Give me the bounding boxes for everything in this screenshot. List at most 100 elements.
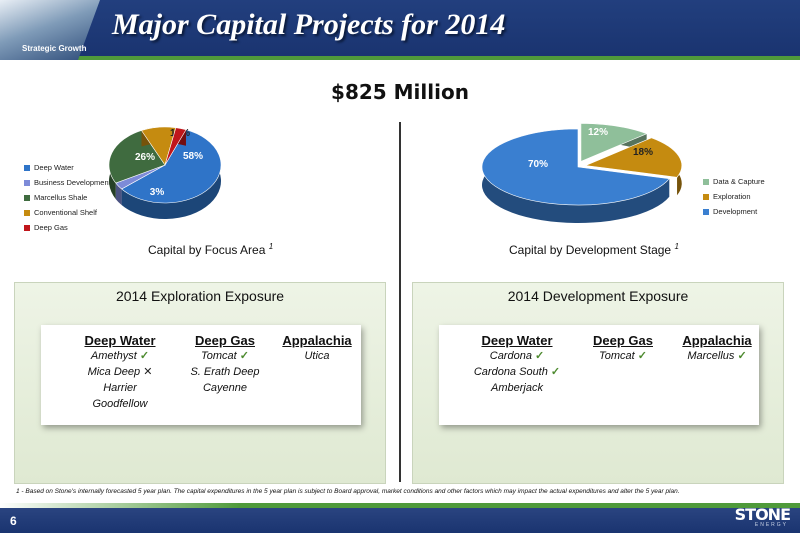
- page-number: 6: [10, 514, 17, 528]
- project-item: Goodfellow: [65, 396, 175, 412]
- focus-area-pie-chart: 58%3%26%10%3%: [108, 123, 222, 219]
- column-heading: Appalachia: [282, 333, 352, 348]
- project-item: Marcellus ✓: [675, 348, 759, 364]
- project-item: Utica: [277, 348, 357, 364]
- header-bar: [0, 0, 800, 56]
- pie-label: 18%: [633, 147, 653, 158]
- project-name: Cayenne: [202, 382, 248, 394]
- project-name: Amberjack: [491, 382, 543, 394]
- project-item: S. Erath Deep: [175, 364, 275, 380]
- legend-swatch: [24, 164, 30, 171]
- project-name: Mica Deep: [87, 366, 141, 378]
- focus-area-caption: Capital by Focus Area 1: [148, 242, 273, 257]
- project-item: Tomcat ✓: [175, 348, 275, 364]
- pie-label: 70%: [528, 159, 548, 170]
- project-item: Cayenne: [175, 380, 275, 396]
- pie-slice-top: [164, 127, 187, 166]
- focus-area-legend: Deep Water Business Development Marcellus …: [24, 160, 111, 235]
- legend-entry: Deep Water: [24, 160, 111, 175]
- pie-slice-top: [121, 129, 222, 204]
- vertical-divider: [399, 122, 401, 482]
- check-icon: ✓: [236, 350, 249, 362]
- project-item: Tomcat ✓: [573, 348, 673, 364]
- development-stage-caption: Capital by Development Stage 1: [509, 242, 679, 257]
- column-heading: Deep Water: [481, 333, 553, 348]
- pie-slice-data-capture: [580, 123, 648, 162]
- exposure-column-appalachia: Appalachia Marcellus ✓: [675, 333, 759, 364]
- legend-label: Data & Capture: [713, 177, 765, 186]
- stone-energy-logo: STONE: [734, 505, 791, 524]
- project-name: Harrier: [103, 382, 137, 394]
- legend-entry: Exploration: [703, 189, 765, 204]
- pie-slice-deep-gas: [164, 127, 187, 166]
- project-item: Amethyst ✓: [65, 348, 175, 364]
- pie-slice-top: [580, 123, 648, 162]
- project-name: S. Erath Deep: [190, 366, 260, 378]
- legend-label: Development: [713, 207, 758, 216]
- total-capital: $825 Million: [331, 80, 469, 104]
- footer-stripe: [0, 503, 800, 509]
- development-box: Deep Water Cardona ✓ Cardona South ✓ Amberj…: [439, 325, 759, 425]
- exposure-column-deep-gas: Deep Gas Tomcat ✓: [573, 333, 673, 364]
- development-stage-pie-chart: 12% 18% 70%: [481, 123, 683, 223]
- footnote: 1 - Based on Stone's internally forecast…: [16, 488, 680, 495]
- exposure-column-deep-water: Deep Water Cardona ✓ Cardona South ✓ Amberj…: [461, 333, 573, 396]
- check-icon: ✓: [531, 350, 545, 362]
- legend-swatch: [703, 178, 709, 185]
- footer-bar: [0, 508, 800, 533]
- check-icon: ✓: [136, 350, 150, 362]
- exposure-column-deep-gas: Deep Gas Tomcat ✓ S. Erath Deep Cayenne: [175, 333, 275, 396]
- legend-swatch: [24, 194, 30, 201]
- pie-label: 12%: [588, 127, 608, 138]
- project-name: Cardona: [489, 350, 532, 362]
- page-title: Major Capital Projects for 2014: [112, 8, 506, 41]
- project-item: Cardona South ✓: [461, 364, 573, 380]
- pie-label: 3%: [150, 187, 165, 198]
- column-heading: Appalachia: [682, 333, 752, 348]
- legend-label: Marcellus Shale: [34, 193, 88, 202]
- pie-slice-top: [584, 137, 683, 178]
- project-name: Tomcat: [599, 350, 635, 362]
- legend-swatch: [703, 208, 709, 215]
- pie-slice-top: [108, 130, 166, 184]
- legend-entry: Conventional Shelf: [24, 205, 111, 220]
- project-item: Mica Deep ✕: [65, 364, 175, 380]
- project-name: Cardona South: [473, 366, 548, 378]
- project-name: Marcellus: [687, 350, 735, 362]
- pie-slice-conventional-shelf: [141, 126, 177, 166]
- exploration-box: Deep Water Amethyst ✓ Mica Deep ✕ Harrier Go…: [41, 325, 361, 425]
- pie-label: 58%: [183, 151, 203, 162]
- pie-slice-exploration: [584, 137, 683, 196]
- check-icon: ✓: [634, 350, 647, 362]
- legend-entry: Data & Capture: [703, 174, 765, 189]
- legend-label: Conventional Shelf: [34, 208, 97, 217]
- project-item: Cardona ✓: [461, 348, 573, 364]
- legend-entry: Development: [703, 204, 765, 219]
- focus-area-title: Capital by Focus Area: [148, 243, 266, 257]
- legend-entry: Deep Gas: [24, 220, 111, 235]
- pie-label: 3%: [201, 123, 216, 134]
- project-name: Tomcat: [201, 350, 237, 362]
- legend-swatch: [24, 179, 30, 186]
- development-panel-title: 2014 Development Exposure: [507, 288, 689, 304]
- exposure-column-deep-water: Deep Water Amethyst ✓ Mica Deep ✕ Harrier Go…: [65, 333, 175, 412]
- development-panel: 2014 Development Exposure Deep Water Card…: [412, 282, 784, 484]
- legend-swatch: [703, 193, 709, 200]
- legend-entry: Marcellus Shale: [24, 190, 111, 205]
- x-icon: ✕: [140, 366, 153, 378]
- check-icon: ✓: [734, 350, 747, 362]
- focus-area-note: 1: [268, 242, 274, 251]
- project-item: Harrier: [65, 380, 175, 396]
- project-name: Amethyst: [90, 350, 137, 362]
- legend-label: Business Development: [34, 178, 111, 187]
- exploration-panel: 2014 Exploration Exposure Deep Water Amet…: [14, 282, 386, 484]
- column-heading: Deep Gas: [593, 333, 653, 348]
- pie-slice-deep-water: [121, 129, 222, 219]
- development-stage-legend: Data & Capture Exploration Development: [703, 174, 765, 219]
- pie-slice-development: [481, 128, 670, 223]
- header-stripe: [0, 56, 800, 60]
- pie-slice-side: [115, 183, 122, 206]
- pie-slice-marcellus-shale: [108, 130, 166, 200]
- legend-label: Deep Water: [34, 163, 74, 172]
- development-stage-note: 1: [674, 242, 679, 251]
